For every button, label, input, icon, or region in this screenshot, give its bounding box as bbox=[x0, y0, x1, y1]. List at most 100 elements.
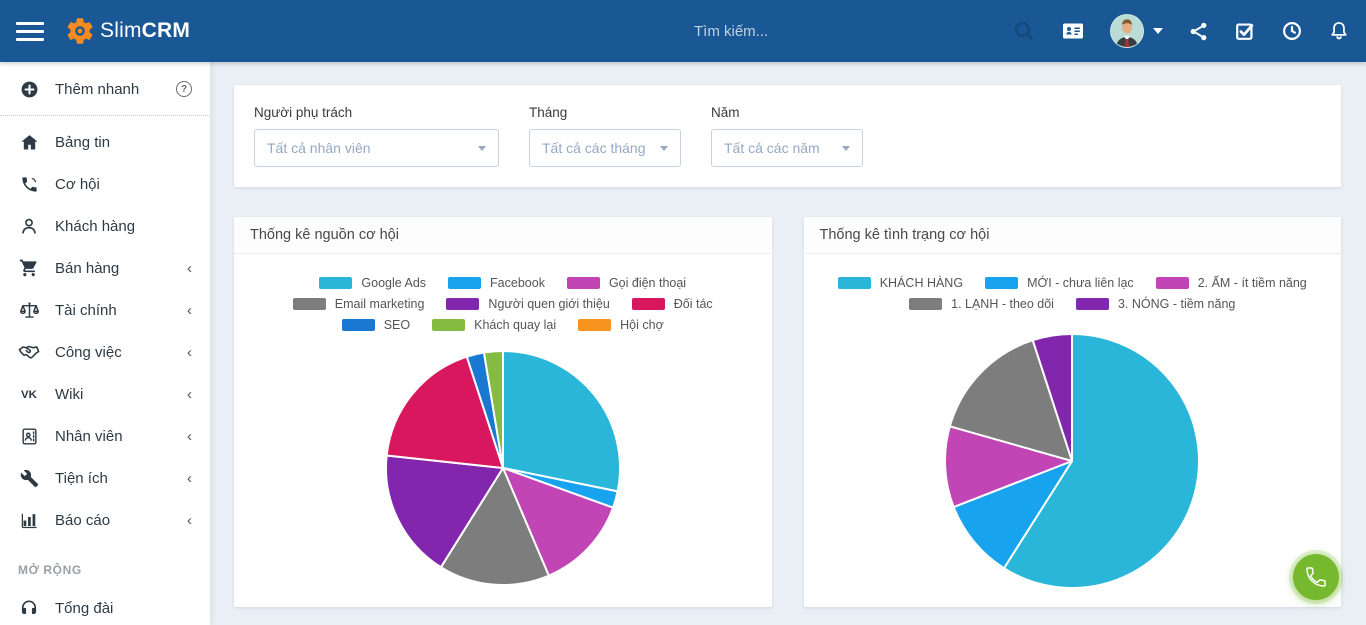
help-icon[interactable]: ? bbox=[176, 81, 192, 97]
user-menu[interactable] bbox=[1110, 14, 1163, 48]
plus-circle-icon bbox=[18, 78, 40, 100]
sidebar-item-tong-dai[interactable]: Tổng đài bbox=[0, 587, 210, 625]
caret-down-icon bbox=[1153, 28, 1163, 34]
sidebar: Thêm nhanh ? Bảng tin Cơ hội Khách hàng bbox=[0, 62, 210, 625]
gear-logo-icon bbox=[67, 18, 93, 44]
legend-swatch bbox=[341, 319, 375, 331]
legend-swatch bbox=[446, 298, 480, 310]
legend-swatch bbox=[837, 277, 871, 289]
bar-chart-icon bbox=[18, 509, 40, 531]
avatar[interactable] bbox=[1110, 14, 1144, 48]
pie-slice[interactable] bbox=[384, 454, 504, 569]
legend-item[interactable]: 2. ẤM - ít tiềm năng bbox=[1155, 276, 1307, 290]
chevron-left-icon: ‹ bbox=[187, 343, 192, 361]
chevron-left-icon: ‹ bbox=[187, 301, 192, 319]
sidebar-item-co-hoi[interactable]: Cơ hội bbox=[0, 163, 210, 205]
legend-swatch bbox=[432, 319, 466, 331]
legend-swatch bbox=[566, 277, 600, 289]
headset-icon bbox=[18, 597, 40, 619]
legend-item[interactable]: Gọi điện thoại bbox=[566, 276, 686, 290]
chart-title: Thống kê tình trạng cơ hội bbox=[819, 227, 990, 243]
sidebar-section-label: MỞ RỘNG bbox=[18, 563, 82, 577]
chevron-down-icon bbox=[842, 145, 850, 151]
legend-item[interactable]: Facebook bbox=[448, 276, 545, 290]
contact-card-icon[interactable] bbox=[1061, 19, 1085, 43]
sidebar-item-wiki[interactable]: VK Wiki ‹ bbox=[0, 373, 210, 415]
legend-swatch bbox=[985, 277, 1019, 289]
legend-item[interactable]: Hội chợ bbox=[578, 318, 664, 332]
pie-slice[interactable] bbox=[949, 339, 1074, 462]
legend-swatch bbox=[1155, 277, 1189, 289]
sidebar-item-nhan-vien[interactable]: Nhân viên ‹ bbox=[0, 415, 210, 457]
id-badge-icon bbox=[18, 425, 40, 447]
vk-icon: VK bbox=[18, 383, 40, 405]
chevron-left-icon: ‹ bbox=[187, 385, 192, 403]
home-icon bbox=[18, 131, 40, 153]
legend-item[interactable]: KHÁCH HÀNG bbox=[837, 276, 963, 290]
chart-card-source: Thống kê nguồn cơ hội Google Ads Faceboo… bbox=[234, 217, 772, 607]
legend-item[interactable]: Google Ads bbox=[319, 276, 426, 290]
pie-chart-source[interactable] bbox=[384, 349, 622, 587]
sidebar-item-cong-viec[interactable]: Công việc ‹ bbox=[0, 331, 210, 373]
filter-year: Năm Tất cả các năm bbox=[711, 105, 863, 167]
pie-slice[interactable] bbox=[952, 460, 1074, 570]
legend-swatch bbox=[578, 319, 612, 331]
pie-slice[interactable] bbox=[385, 355, 504, 469]
sidebar-item-bao-cao[interactable]: Báo cáo ‹ bbox=[0, 499, 210, 541]
pie-chart-status[interactable] bbox=[943, 332, 1201, 590]
legend-swatch bbox=[319, 277, 353, 289]
year-select[interactable]: Tất cả các năm bbox=[711, 129, 863, 167]
sidebar-divider bbox=[0, 115, 210, 116]
legend-swatch bbox=[631, 298, 665, 310]
chevron-down-icon bbox=[660, 145, 668, 151]
pie-slice[interactable] bbox=[1032, 333, 1074, 462]
legend-item[interactable]: MỚI - chưa liên lạc bbox=[985, 276, 1134, 290]
assignee-select[interactable]: Tất cả nhân viên bbox=[254, 129, 499, 167]
chevron-left-icon: ‹ bbox=[187, 469, 192, 487]
filter-month: Tháng Tất cả các tháng bbox=[529, 105, 681, 167]
brand-name: SlimCRM bbox=[100, 19, 191, 42]
menu-toggle-icon[interactable] bbox=[16, 21, 44, 41]
call-button[interactable] bbox=[1293, 554, 1339, 600]
phone-volume-icon bbox=[18, 173, 40, 195]
pie-slice[interactable] bbox=[1003, 333, 1201, 589]
pie-slice[interactable] bbox=[501, 467, 614, 577]
sidebar-item-bang-tin[interactable]: Bảng tin bbox=[0, 121, 210, 163]
pie-slice[interactable] bbox=[482, 350, 504, 469]
bell-icon[interactable] bbox=[1328, 20, 1350, 42]
legend-swatch bbox=[1075, 298, 1109, 310]
svg-text:VK: VK bbox=[21, 389, 38, 401]
search-icon[interactable] bbox=[1012, 19, 1036, 43]
pie-slice[interactable] bbox=[439, 467, 550, 586]
clock-icon[interactable] bbox=[1281, 20, 1303, 42]
chart-card-status: Thống kê tình trạng cơ hội KHÁCH HÀNG MỚ… bbox=[803, 217, 1341, 607]
legend-item[interactable]: Khách quay lại bbox=[432, 318, 556, 332]
brand-logo[interactable]: SlimCRM bbox=[64, 15, 190, 47]
legend-item[interactable]: Người quen giới thiệu bbox=[446, 297, 610, 311]
sidebar-item-tien-ich[interactable]: Tiện ích ‹ bbox=[0, 457, 210, 499]
cart-icon bbox=[18, 257, 40, 279]
search-input[interactable] bbox=[694, 0, 924, 62]
top-navbar: SlimCRM bbox=[0, 0, 1366, 62]
pie-slice[interactable] bbox=[501, 350, 621, 493]
share-icon[interactable] bbox=[1188, 21, 1209, 42]
legend-item[interactable]: Email marketing bbox=[292, 297, 424, 311]
sidebar-item-ban-hang[interactable]: Bán hàng ‹ bbox=[0, 247, 210, 289]
pie-slice[interactable] bbox=[944, 425, 1074, 509]
tasks-check-icon[interactable] bbox=[1234, 20, 1256, 42]
filter-panel: Người phụ trách Tất cả nhân viên Tháng T… bbox=[234, 85, 1341, 187]
legend-swatch bbox=[448, 277, 482, 289]
legend-item[interactable]: 1. LẠNH - theo dõi bbox=[909, 297, 1054, 311]
chevron-left-icon: ‹ bbox=[187, 511, 192, 529]
sidebar-item-tai-chinh[interactable]: Tài chính ‹ bbox=[0, 289, 210, 331]
sidebar-item-them-nhanh[interactable]: Thêm nhanh ? bbox=[0, 68, 210, 110]
legend-swatch bbox=[909, 298, 943, 310]
filter-assignee: Người phụ trách Tất cả nhân viên bbox=[254, 105, 499, 167]
chevron-left-icon: ‹ bbox=[187, 427, 192, 445]
chart-header: Thống kê nguồn cơ hội bbox=[234, 217, 772, 254]
legend-item[interactable]: 3. NÓNG - tiềm năng bbox=[1075, 297, 1235, 311]
month-select[interactable]: Tất cả các tháng bbox=[529, 129, 681, 167]
legend-item[interactable]: Đối tác bbox=[631, 297, 713, 311]
sidebar-item-khach-hang[interactable]: Khách hàng bbox=[0, 205, 210, 247]
legend-item[interactable]: SEO bbox=[341, 318, 410, 332]
